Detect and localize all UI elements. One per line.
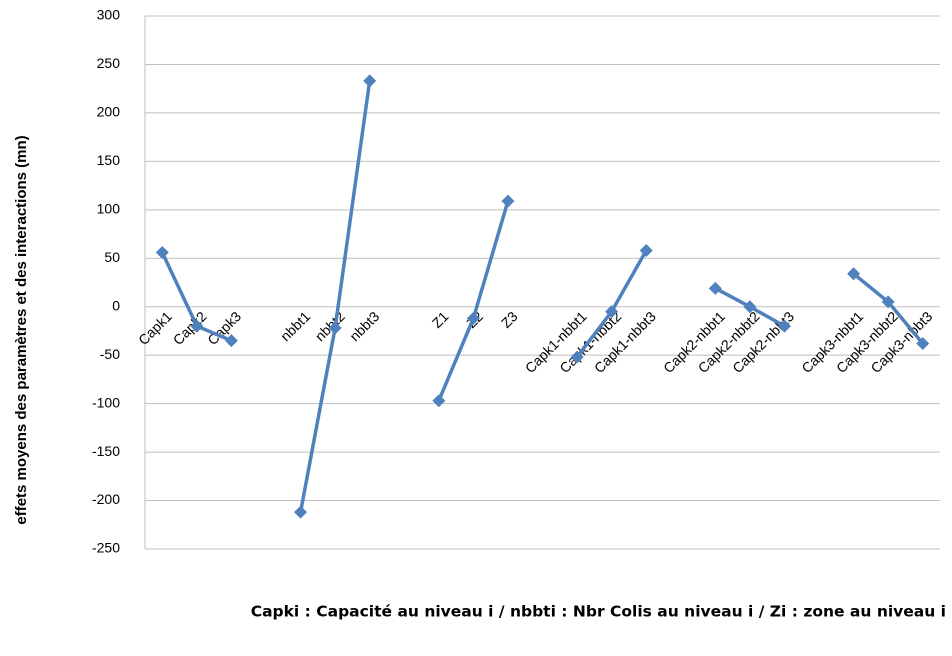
- x-tick-label: Capk1: [135, 308, 175, 348]
- marker: [224, 334, 238, 348]
- marker: [881, 295, 895, 309]
- y-axis-label: effets moyens des paramètres et des inte…: [13, 135, 30, 524]
- x-tick-label: nbbt1: [277, 308, 313, 344]
- marker: [328, 321, 342, 335]
- marker: [847, 267, 861, 281]
- y-tick-label: -250: [92, 540, 120, 556]
- marker: [777, 319, 791, 333]
- y-tick-label: 150: [97, 152, 121, 168]
- x-tick-label: Z3: [498, 308, 521, 331]
- y-tick-label: 0: [112, 297, 120, 313]
- marker: [501, 194, 515, 208]
- marker: [639, 244, 653, 258]
- marker: [432, 394, 446, 408]
- marker: [190, 319, 204, 333]
- footnote: Capki : Capacité au niveau i / nbbti : N…: [251, 603, 946, 621]
- marker: [605, 305, 619, 319]
- marker: [466, 311, 480, 325]
- y-tick-label: 250: [97, 55, 121, 71]
- y-tick-label: 300: [97, 7, 121, 23]
- x-tick-label: nbbt3: [346, 308, 382, 344]
- y-tick-label: -150: [92, 443, 120, 459]
- marker: [708, 281, 722, 295]
- y-tick-label: 50: [104, 249, 120, 265]
- marker: [916, 337, 930, 351]
- marker: [570, 350, 584, 364]
- marker: [363, 74, 377, 88]
- x-tick-label: Capk3: [204, 308, 244, 348]
- marker: [155, 245, 169, 259]
- y-tick-label: 100: [97, 201, 121, 217]
- y-tick-label: -50: [100, 346, 120, 362]
- x-tick-label: nbbt2: [312, 308, 348, 344]
- marker: [743, 300, 757, 314]
- y-tick-label: -100: [92, 394, 120, 410]
- x-tick-label: Z1: [429, 308, 452, 331]
- marker: [294, 505, 308, 519]
- y-tick-label: -200: [92, 491, 120, 507]
- y-tick-label: 200: [97, 104, 121, 120]
- line: [160, 80, 925, 513]
